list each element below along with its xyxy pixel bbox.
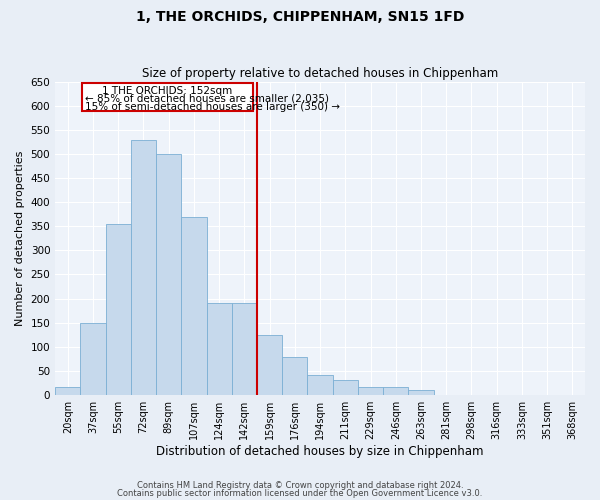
X-axis label: Distribution of detached houses by size in Chippenham: Distribution of detached houses by size … [157,444,484,458]
Bar [206,304,232,394]
Bar [131,140,156,394]
Bar [409,390,434,394]
Text: 1 THE ORCHIDS: 152sqm: 1 THE ORCHIDS: 152sqm [103,86,233,96]
Y-axis label: Number of detached properties: Number of detached properties [15,150,25,326]
Bar [358,388,383,394]
Text: ← 85% of detached houses are smaller (2,035): ← 85% of detached houses are smaller (2,… [85,94,329,104]
Title: Size of property relative to detached houses in Chippenham: Size of property relative to detached ho… [142,66,498,80]
Bar [55,388,80,394]
Text: 15% of semi-detached houses are larger (350) →: 15% of semi-detached houses are larger (… [85,102,340,112]
Bar [181,216,206,394]
Text: Contains HM Land Registry data © Crown copyright and database right 2024.: Contains HM Land Registry data © Crown c… [137,481,463,490]
Bar [232,304,257,394]
Bar [383,388,409,394]
Bar [282,357,307,395]
Bar [80,322,106,394]
Bar [257,334,282,394]
Bar [307,374,332,394]
Text: 1, THE ORCHIDS, CHIPPENHAM, SN15 1FD: 1, THE ORCHIDS, CHIPPENHAM, SN15 1FD [136,10,464,24]
Bar [156,154,181,394]
Bar [106,224,131,394]
Bar [82,83,253,111]
Text: Contains public sector information licensed under the Open Government Licence v3: Contains public sector information licen… [118,488,482,498]
Bar [332,380,358,394]
